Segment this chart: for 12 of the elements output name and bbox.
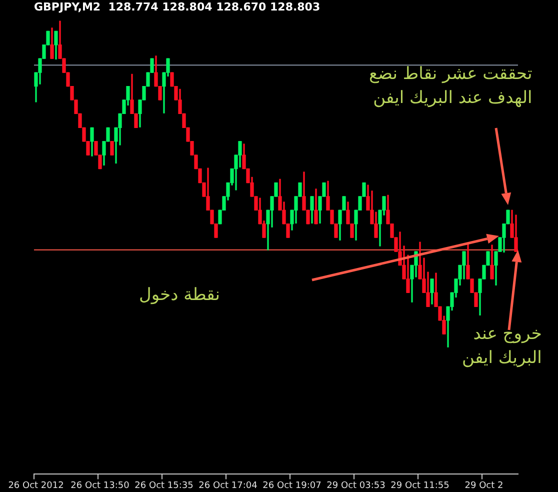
x-tick-label: 26 Oct 17:04 (198, 480, 258, 491)
x-tick-label: 29 Oct 03:53 (326, 480, 386, 491)
x-tick-label: 26 Oct 19:07 (262, 480, 322, 491)
x-tick-label: 29 Oct 2 (464, 480, 504, 491)
x-tick-label: 29 Oct 11:55 (390, 480, 450, 491)
annotation: خروج عند البريك ايفن (462, 323, 542, 370)
annotation: تحققت عشر نقاط نضع الهدف عند البريك ايفن (369, 63, 532, 110)
chart-title: GBPJPY,M2 128.774 128.804 128.670 128.803 (34, 0, 320, 14)
x-tick-label: 26 Oct 2012 (8, 480, 64, 491)
x-tick-label: 26 Oct 15:35 (134, 480, 194, 491)
x-tick-label: 26 Oct 13:50 (70, 480, 130, 491)
annotation: نقطة دخول (139, 284, 220, 307)
